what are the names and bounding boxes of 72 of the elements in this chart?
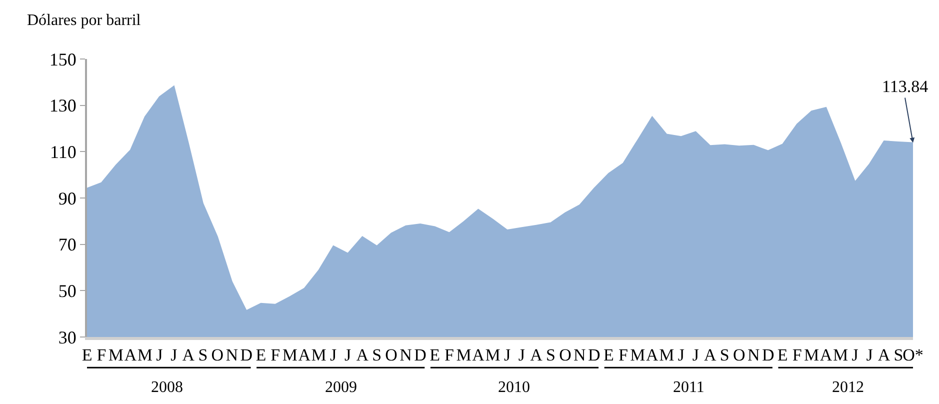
x-tick-label: O xyxy=(385,345,398,364)
x-tick-label: N xyxy=(747,345,760,364)
x-tick-label: N xyxy=(400,345,412,364)
x-tick-label: A xyxy=(878,345,891,364)
text: 2012 xyxy=(832,379,864,396)
y-tick-label: 130 xyxy=(49,96,76,116)
y-tick-label: 70 xyxy=(58,234,76,255)
x-tick-label: M xyxy=(804,345,820,364)
annotation: 113.84 xyxy=(882,77,929,96)
x-tick-label: O xyxy=(559,345,572,364)
x-tick-label: M xyxy=(108,345,124,364)
x-tick-label: F xyxy=(618,345,628,364)
x-tick-label: J xyxy=(678,345,685,364)
x-tick-label: M xyxy=(485,345,500,364)
x-tick-label: E xyxy=(82,345,92,364)
x-tick-label: M xyxy=(630,345,646,364)
x-tick-label: A xyxy=(820,345,833,364)
y-tick-label: 110 xyxy=(50,142,76,162)
x-tick-label: E xyxy=(777,345,788,364)
x-tick-label: O xyxy=(732,345,746,364)
x-tick-label: F xyxy=(444,345,454,364)
x-tick-label: A xyxy=(704,345,717,364)
x-tick-label: J xyxy=(344,345,352,364)
text: 2008 xyxy=(151,379,183,396)
text: 2009 xyxy=(325,379,357,396)
x-tick-label: S xyxy=(894,345,904,364)
x-tick-label: D xyxy=(414,345,426,364)
x-tick-label: J xyxy=(866,345,874,364)
y-axis-title: Dólares por barril xyxy=(27,12,142,29)
x-tick-label: A xyxy=(530,345,544,364)
text: 2011 xyxy=(673,379,704,396)
x-tick-label: J xyxy=(156,345,164,364)
x-tick-label: J xyxy=(504,345,511,364)
y-tick-label: 30 xyxy=(58,327,76,348)
x-tick-label: A xyxy=(298,345,312,364)
x-tick-label: M xyxy=(456,345,472,364)
x-tick-label: M xyxy=(832,345,848,364)
x-tick-label: O xyxy=(211,345,224,364)
x-tick-label: J xyxy=(518,345,526,364)
x-tick-label: E xyxy=(430,345,440,364)
x-tick-label: S xyxy=(546,345,556,364)
x-tick-label: A xyxy=(356,345,370,364)
y-tick-label: 150 xyxy=(49,49,76,70)
x-tick-label: A xyxy=(124,345,138,364)
x-tick-label: M xyxy=(659,345,674,364)
x-tick-label: A xyxy=(472,345,486,364)
x-tick-label: D xyxy=(762,345,774,364)
x-tick-label: J xyxy=(170,345,178,364)
x-tick-label: E xyxy=(256,345,266,364)
x-tick-label: S xyxy=(198,345,208,364)
x-tick-label: J xyxy=(330,345,338,364)
x-tick-label: M xyxy=(311,345,326,364)
x-tick-label: E xyxy=(603,345,614,364)
x-tick-label: M xyxy=(137,345,153,364)
x-tick-label: F xyxy=(270,345,280,364)
x-tick-label: M xyxy=(282,345,298,364)
x-tick-label: O* xyxy=(902,345,924,364)
y-tick-label: 50 xyxy=(58,280,76,301)
x-tick-label: N xyxy=(226,345,238,364)
x-tick-label: F xyxy=(96,345,106,364)
x-tick-label: J xyxy=(852,345,859,364)
x-tick-label: A xyxy=(646,345,660,364)
text: 2010 xyxy=(498,379,530,396)
x-tick-label: S xyxy=(720,345,730,364)
x-tick-label: A xyxy=(182,345,196,364)
x-tick-label: F xyxy=(792,345,802,364)
x-tick-label: J xyxy=(692,345,700,364)
x-tick-label: D xyxy=(588,345,600,364)
x-tick-label: N xyxy=(574,345,586,364)
x-tick-label: S xyxy=(372,345,382,364)
y-tick-label: 90 xyxy=(58,188,76,208)
x-tick-label: D xyxy=(240,345,253,364)
